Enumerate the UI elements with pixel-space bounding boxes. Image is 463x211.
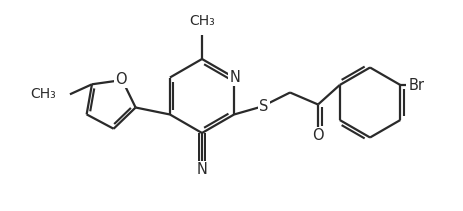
Text: O: O [312, 128, 324, 143]
Text: CH₃: CH₃ [30, 87, 56, 101]
Text: S: S [259, 99, 269, 114]
Text: CH₃: CH₃ [189, 14, 215, 28]
Text: N: N [197, 162, 207, 177]
Text: N: N [230, 70, 240, 85]
Text: O: O [115, 72, 127, 87]
Text: Br: Br [408, 77, 425, 92]
